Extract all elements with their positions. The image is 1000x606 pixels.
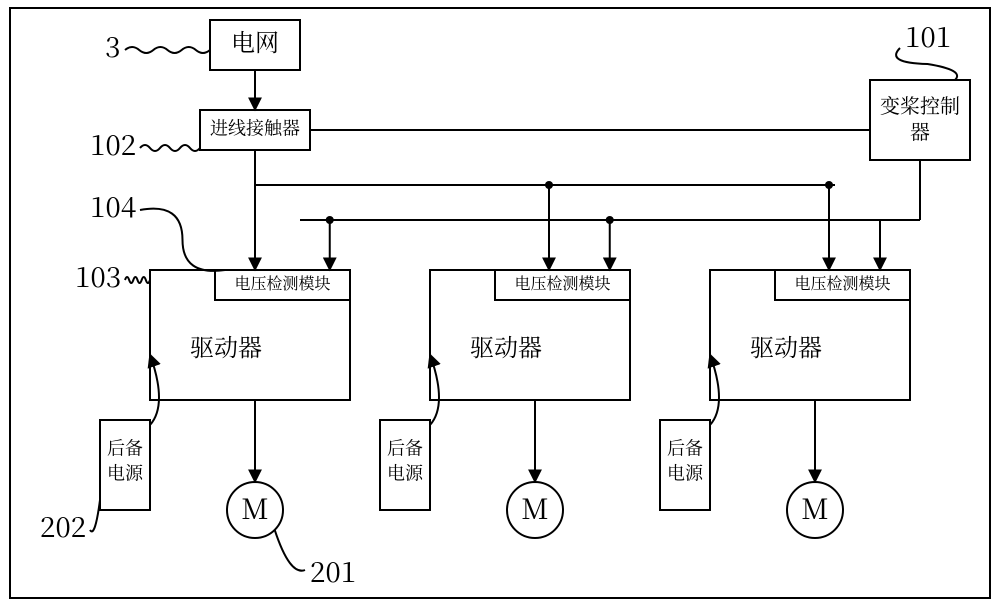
- ref-102-label: 102: [90, 124, 136, 164]
- ref-103-leader: [125, 277, 150, 283]
- ref-101-label: 101: [905, 16, 951, 56]
- driver-2-label: 驱动器: [470, 328, 542, 363]
- ref-201-leader: [275, 530, 305, 571]
- motor-1-label: M: [241, 488, 268, 528]
- ref-202-leader: [90, 500, 100, 531]
- voltage-module-3-label: 电压检测模块: [794, 271, 890, 294]
- ref-3-label: 3: [105, 26, 120, 66]
- backup-2-label-2: 电源: [387, 460, 424, 486]
- backup-1-label-2: 电源: [107, 460, 144, 486]
- grid-label: 电网: [231, 23, 279, 58]
- ref-103-label: 103: [75, 256, 121, 296]
- ref-102-leader: [140, 145, 200, 151]
- pitch-label-2: 器: [910, 116, 930, 145]
- ref-104-leader: [140, 209, 225, 271]
- ref-202-label: 202: [40, 506, 86, 546]
- motor-2-label: M: [521, 488, 548, 528]
- backup-3-label-1: 后备: [667, 435, 703, 461]
- driver-1-label: 驱动器: [190, 328, 262, 363]
- ref-3-leader: [125, 47, 210, 53]
- voltage-module-2-label: 电压检测模块: [514, 271, 610, 294]
- ref-201-label: 201: [310, 551, 356, 591]
- pitch-label-1: 变桨控制: [880, 90, 960, 119]
- voltage-module-1-label: 电压检测模块: [234, 271, 330, 294]
- backup-3-label-2: 电源: [667, 460, 704, 486]
- driver-3-label: 驱动器: [750, 328, 822, 363]
- backup-2-label-1: 后备: [387, 435, 423, 461]
- ref-104-label: 104: [90, 186, 136, 226]
- contactor-label: 进线接触器: [210, 115, 300, 141]
- motor-3-label: M: [801, 488, 828, 528]
- backup-1-label-1: 后备: [107, 435, 143, 461]
